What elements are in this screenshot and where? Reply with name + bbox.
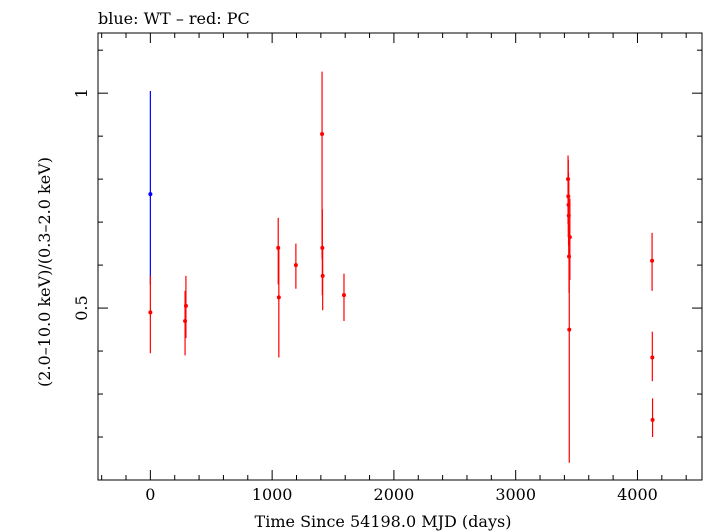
data-point	[320, 273, 325, 278]
x-tick-label: 3000	[495, 485, 536, 504]
data-point	[276, 295, 281, 300]
data-point	[341, 293, 346, 298]
y-tick-label: 1	[72, 88, 91, 98]
data-point	[567, 327, 572, 332]
axes: 0 1000 2000 3000 4000 0.5 1	[72, 33, 702, 504]
data-point	[276, 245, 281, 250]
y-axis-label: (2.0–10.0 keV)/(0.3–2.0 keV)	[35, 157, 54, 387]
data-point	[650, 355, 655, 360]
data-point	[567, 235, 572, 240]
x-tick-label: 4000	[617, 485, 658, 504]
data-series	[148, 71, 655, 463]
x-tick-label: 1000	[252, 485, 293, 504]
plot-frame	[97, 32, 703, 481]
data-point	[650, 258, 655, 263]
x-axis-label: Time Since 54198.0 MJD (days)	[255, 512, 512, 531]
data-point	[650, 417, 655, 422]
data-point	[148, 310, 153, 315]
y-tick-label: 0.5	[72, 295, 91, 320]
data-point	[320, 132, 325, 137]
series-group	[148, 71, 655, 463]
data-series	[148, 91, 153, 285]
chart-title: blue: WT – red: PC	[98, 9, 250, 28]
data-point	[183, 303, 188, 308]
x-tick-label: 2000	[374, 485, 415, 504]
data-point	[148, 192, 153, 197]
data-point	[293, 263, 298, 268]
x-tick-label: 0	[145, 485, 155, 504]
